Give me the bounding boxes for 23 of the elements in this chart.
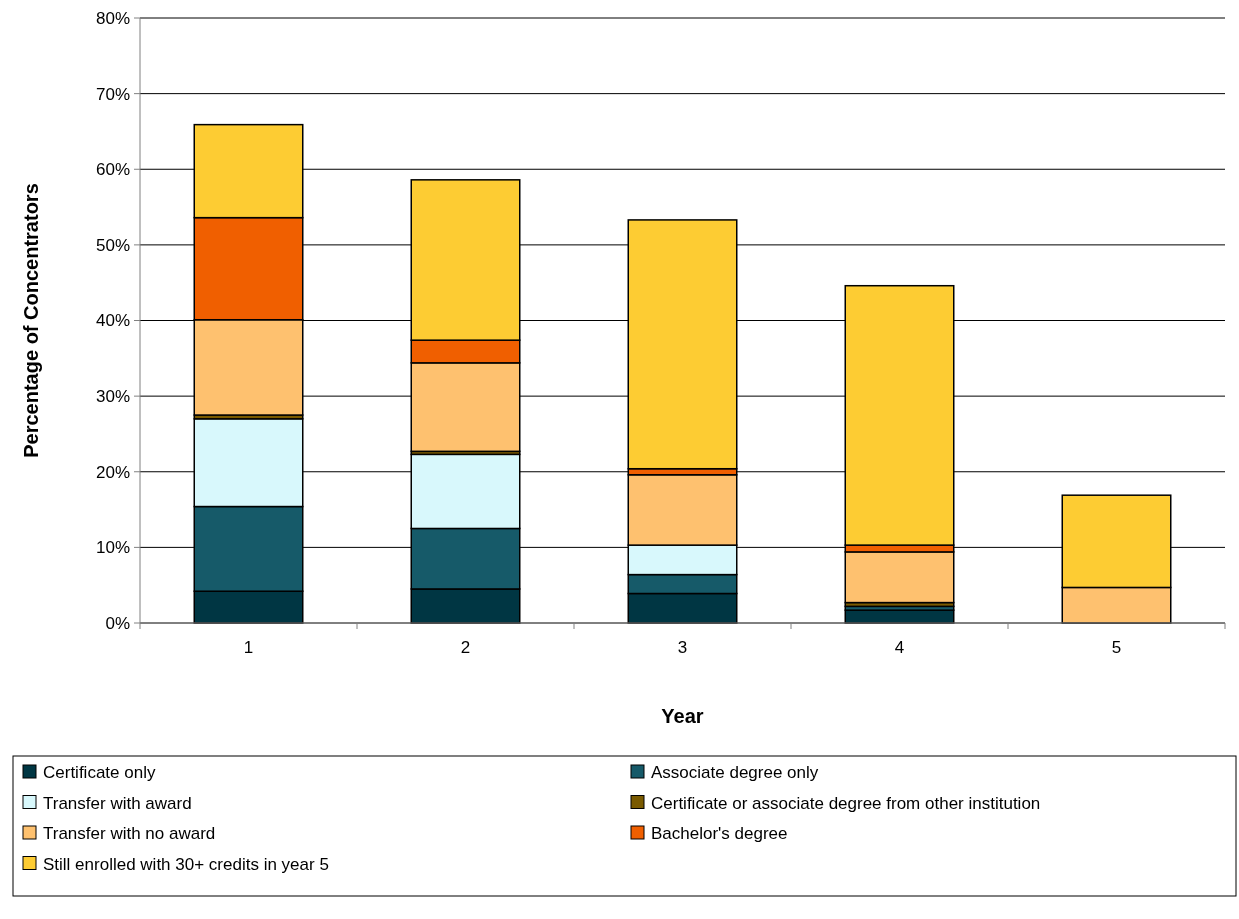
legend-label: Transfer with award [43,793,192,813]
legend-label: Bachelor's degree [651,824,788,843]
x-tick-label: 2 [460,638,471,657]
y-tick-label: 20% [95,462,130,482]
legend-label: Certificate or associate degree from other institution [651,793,1041,813]
y-axis-title: Percentage of Concentrators [20,183,42,458]
y-tick-label: 50% [95,235,130,255]
x-tick-label: 3 [677,638,688,657]
y-tick-label: 10% [95,538,130,558]
y-tick-label: 40% [95,311,130,331]
y-tick-label: 70% [95,84,130,104]
x-tick-label: 5 [1111,638,1122,657]
x-tick-label: 1 [243,638,254,657]
x-axis-title: Year [661,705,704,727]
y-tick-label: 80% [95,8,130,28]
y-tick-label: 60% [95,160,130,180]
x-tick-label: 4 [894,638,905,657]
y-tick-label: 0% [105,613,130,633]
legend-label: Transfer with no award [43,824,216,843]
legend-label: Certificate only [43,763,156,782]
legend-label: Still enrolled with 30+ credits in year 5 [43,854,329,874]
y-tick-label: 30% [95,387,130,407]
legend-label: Associate degree only [651,763,819,782]
